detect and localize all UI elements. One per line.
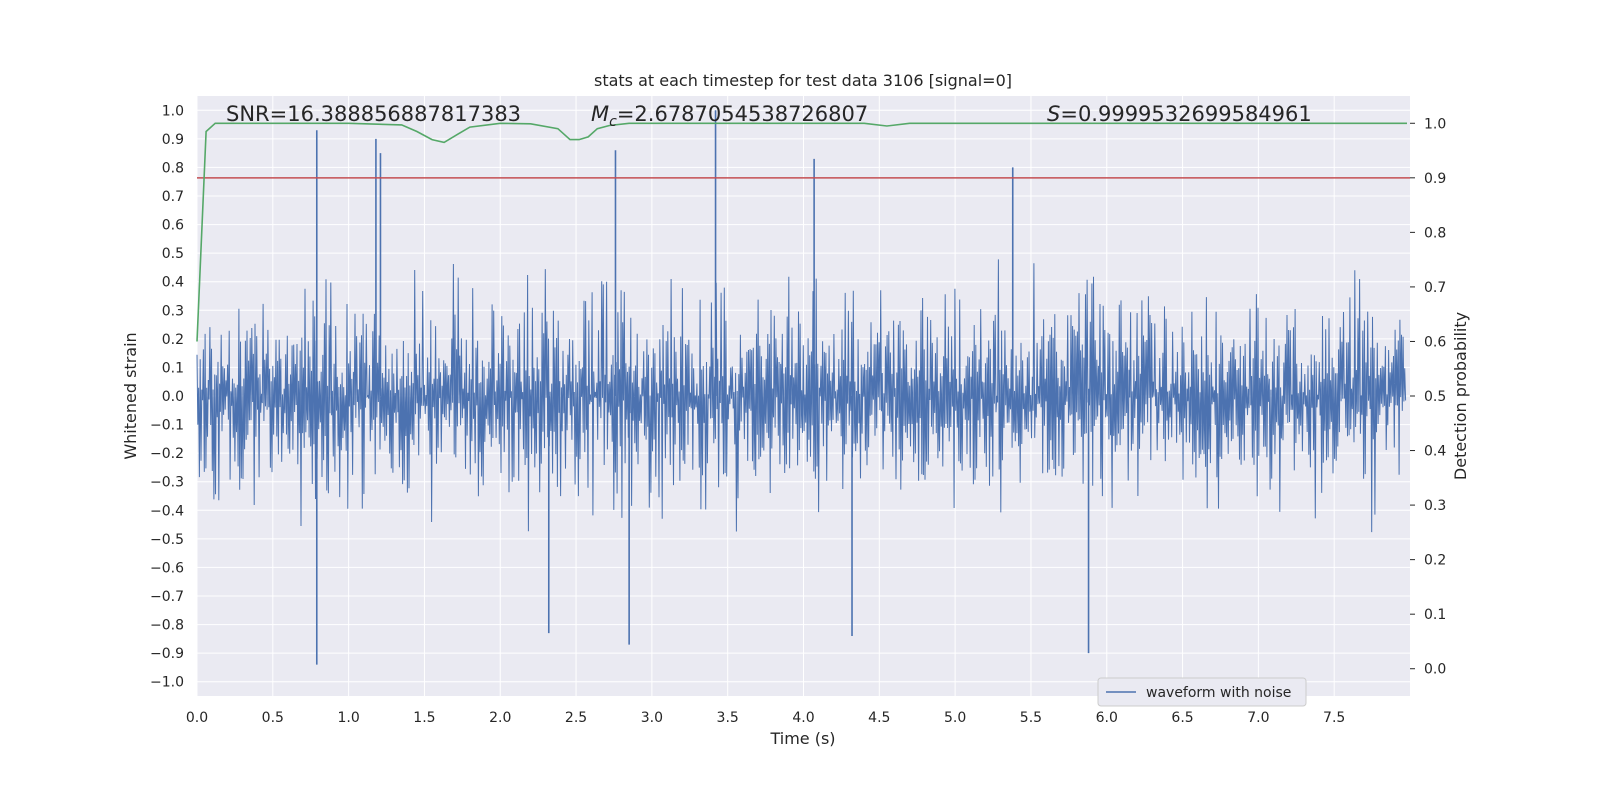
score-annotation: S=0.9999532699584961: [1047, 102, 1312, 126]
y-tick-label-left: 0.9: [162, 132, 184, 148]
x-tick-label: 3.0: [641, 710, 663, 726]
y-tick-label-right: 0.3: [1424, 498, 1446, 514]
chirp-mass-symbol: M: [591, 102, 609, 126]
y-tick-label-left: 0.6: [162, 218, 184, 234]
x-axis-ticks: 0.0 0.5 1.0 1.5 2.0 2.5 3.0 3.5 4.0 4.5 5.0 5.5 6.0 6…: [186, 710, 1345, 726]
x-tick-label: 3.5: [717, 710, 739, 726]
y-tick-label-left: 0.8: [162, 160, 184, 176]
y-tick-label-right: 0.8: [1424, 225, 1446, 241]
y-axis-left-ticks: 1.0 0.9 0.8 0.7 0.6 0.5 0.4 0.3 0.2 0.1 0.0 −0.1 −0.…: [150, 103, 184, 690]
y-tick-label-left: −0.8: [150, 618, 184, 634]
y-tick-label-right: 0.1: [1424, 607, 1446, 623]
x-tick-label: 0.0: [186, 710, 208, 726]
y-tick-label-left: 0.4: [162, 275, 184, 291]
x-axis-label: Time (s): [769, 729, 835, 748]
x-tick-label: 5.5: [1020, 710, 1042, 726]
x-tick-label: 1.5: [413, 710, 435, 726]
y-tick-label-left: −0.9: [150, 646, 184, 662]
y-tick-label-left: −0.4: [150, 503, 184, 519]
legend: waveform with noise: [1097, 677, 1307, 707]
y-tick-label-left: −0.1: [150, 418, 184, 434]
waveform-path: [196, 259, 1407, 533]
chirp-mass-annotation: Mc=2.6787054538726807: [591, 102, 868, 130]
y-tick-label-left: −0.7: [150, 589, 184, 605]
legend-label-waveform: waveform with noise: [1146, 685, 1291, 701]
y-tick-label-right: 0.4: [1424, 444, 1446, 460]
y-tick-label-right: 0.2: [1424, 553, 1446, 569]
y-axis-left-label: Whitened strain: [121, 332, 140, 459]
legend-box: [1097, 677, 1307, 707]
y-tick-label-left: 0.3: [162, 303, 184, 319]
y-tick-label-left: 0.2: [162, 332, 184, 348]
y-tick-label-right: 0.6: [1424, 334, 1446, 350]
y-tick-label-left: −1.0: [150, 675, 184, 691]
x-tick-label: 2.0: [489, 710, 511, 726]
y-tick-label-left: 0.1: [162, 360, 184, 376]
y-tick-label-left: 0.5: [162, 246, 184, 262]
chirp-mass-value: =2.6787054538726807: [617, 102, 868, 126]
y-tick-label-right: 0.5: [1424, 389, 1446, 405]
x-tick-label: 1.0: [337, 710, 359, 726]
y-tick-label-right: 0.9: [1424, 171, 1446, 187]
waveform-series: [196, 110, 1407, 665]
x-tick-label: 6.0: [1096, 710, 1118, 726]
y-tick-label-left: 1.0: [162, 103, 184, 119]
x-tick-label: 6.5: [1171, 710, 1193, 726]
x-tick-label: 2.5: [565, 710, 587, 726]
score-value: =0.9999532699584961: [1060, 102, 1311, 126]
y-tick-label-left: 0.0: [162, 389, 184, 405]
y-tick-label-left: −0.6: [150, 560, 184, 576]
x-tick-label: 4.5: [868, 710, 890, 726]
detection-probability-line: [196, 122, 1407, 342]
x-tick-label: 0.5: [262, 710, 284, 726]
x-tick-label: 7.0: [1247, 710, 1269, 726]
snr-annotation: SNR=16.388856887817383: [226, 102, 521, 126]
y-tick-label-left: −0.2: [150, 446, 184, 462]
x-tick-label: 7.5: [1323, 710, 1345, 726]
score-symbol: S: [1047, 102, 1060, 126]
x-tick-label: 4.0: [792, 710, 814, 726]
y-axis-right-ticks: 1.0 0.9 0.8 0.7 0.6 0.5 0.4 0.3 0.2 0.1 0.0: [1410, 116, 1446, 678]
chirp-mass-subscript: c: [609, 114, 617, 130]
y-tick-label-left: −0.5: [150, 532, 184, 548]
y-tick-label-right: 0.7: [1424, 280, 1446, 296]
y-tick-label-right: 1.0: [1424, 116, 1446, 132]
x-tick-label: 5.0: [944, 710, 966, 726]
chart-title: stats at each timestep for test data 310…: [594, 71, 1012, 90]
y-tick-label-right: 0.0: [1424, 662, 1446, 678]
y-tick-label-left: −0.3: [150, 475, 184, 491]
y-axis-right-label: Detection probability: [1451, 312, 1470, 480]
y-tick-label-left: 0.7: [162, 189, 184, 205]
